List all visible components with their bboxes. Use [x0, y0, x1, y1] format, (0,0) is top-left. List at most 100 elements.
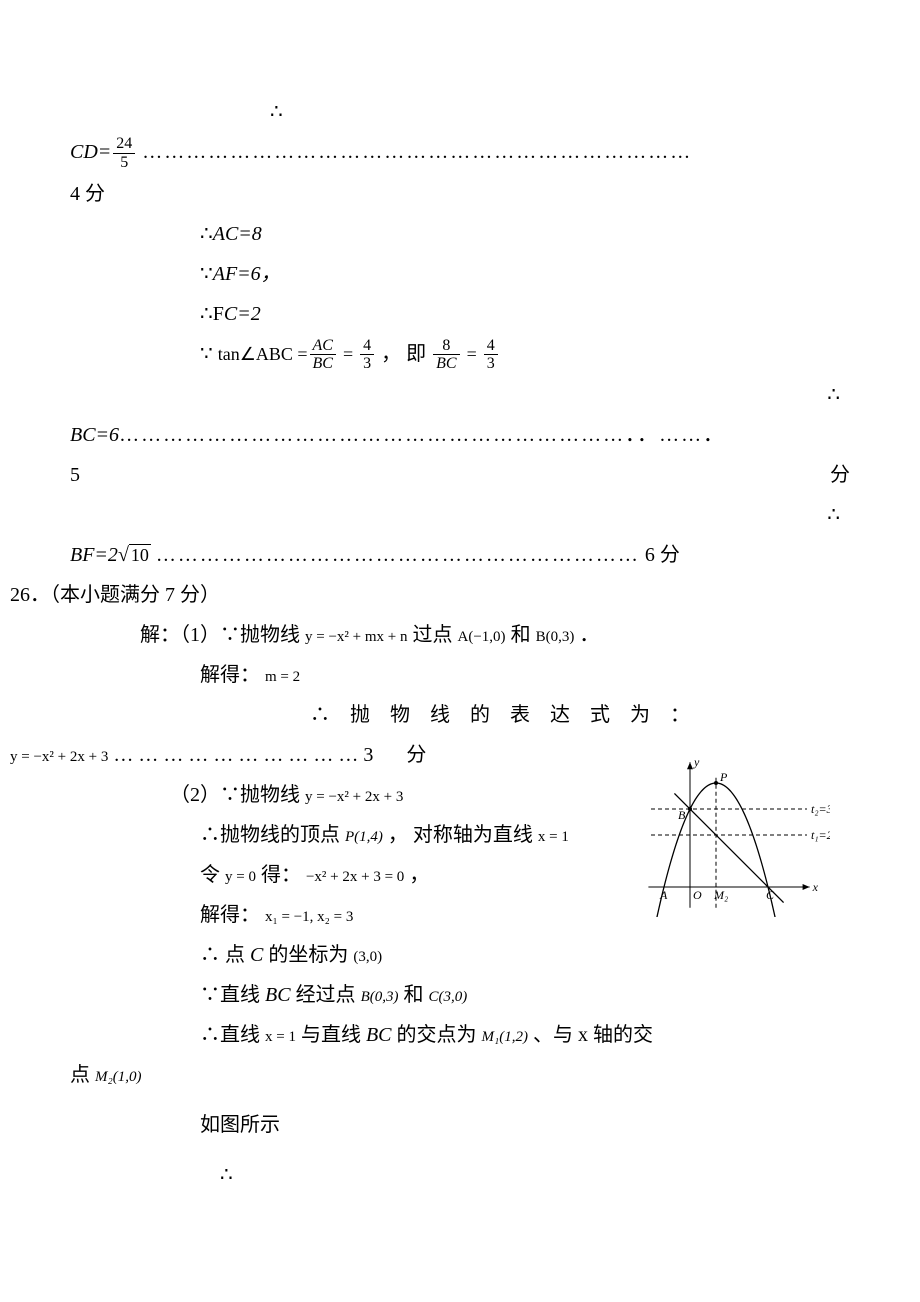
num: 8 — [433, 337, 459, 356]
num: 4 — [484, 337, 498, 356]
s11-c: 的交点为 — [397, 1024, 477, 1046]
s11-M1: M₁(1,2) — [482, 1029, 528, 1045]
s10-c: 和 — [403, 984, 423, 1006]
intersection-line: ∴直线 x = 1 与直线 BC 的交点为 M₁(1,2) 、与 x 轴的交 — [70, 1017, 850, 1053]
bf-eq: BF=2 — [70, 544, 118, 566]
score-text: 4 分 — [70, 183, 105, 205]
therefore-text: ∴ — [270, 101, 283, 123]
c-coord-line: ∴ 点 C 的坐标为 (3,0) — [70, 937, 850, 973]
svg-text:A: A — [659, 888, 668, 902]
s8-a: 解得： — [200, 904, 260, 926]
m2-line: 点 M₂(1,0) — [70, 1057, 850, 1093]
fraction: 43 — [360, 337, 374, 373]
s12-a: 点 — [70, 1064, 90, 1086]
s1-prefix: 解：（1）∵抛物线 — [140, 624, 300, 646]
fc-line: ∴FC=2 — [70, 296, 850, 332]
num: 4 — [360, 337, 374, 356]
leader-dots: ………………………………………………………………… — [142, 141, 692, 163]
den: 3 — [360, 355, 374, 373]
radicand: 10 — [129, 544, 151, 565]
therefore-f: ∴F — [200, 303, 224, 325]
parabola-diagram: yxPBAOM₂Ct₂=3t₁=2 — [620, 737, 830, 917]
s1-d: ． — [579, 624, 599, 646]
s1-b: 过点 — [413, 624, 453, 646]
s6-b: ， 对称轴为直线 — [388, 824, 533, 846]
equals: = — [343, 344, 353, 364]
ac-line: ∴AC=8 — [70, 216, 850, 252]
s7-eq1: y = 0 — [225, 869, 256, 885]
s1-A: A(−1,0) — [458, 629, 506, 645]
equals: = — [467, 344, 477, 364]
as-shown-line: 如图所示 — [70, 1107, 850, 1143]
cd-label: CD= — [70, 141, 111, 163]
s12-M2: M₂(1,0) — [95, 1069, 141, 1085]
s6-P: P(1,4) — [345, 829, 383, 845]
svg-text:M₂: M₂ — [713, 888, 728, 902]
s1-B: B(0,3) — [536, 629, 575, 645]
s6-eq: x = 1 — [538, 829, 569, 845]
bf-line: BF=2 10 ………………………………………………………… 6 分 — [70, 537, 850, 573]
svg-text:y: y — [693, 755, 700, 769]
parabola-expr-label: ∴抛物线的表达式为： — [70, 697, 850, 733]
svg-text:t₁=2: t₁=2 — [811, 828, 830, 842]
s11-d: 、与 x 轴的交 — [533, 1024, 653, 1046]
bc-through-line: ∵直线 BC 经过点 B(0,3) 和 C(3,0) — [70, 977, 850, 1013]
score-6: 6 分 — [645, 544, 680, 566]
s5-eq: y = −x² + 2x + 3 — [305, 789, 403, 805]
s10-B: B(0,3) — [361, 989, 399, 1005]
svg-text:P: P — [719, 770, 728, 784]
af-line: ∵AF=6， — [70, 256, 850, 292]
fraction: 43 — [484, 337, 498, 373]
fc-eq: C=2 — [224, 303, 261, 325]
expr-label: 抛物线的表达式为： — [350, 704, 710, 726]
mid-text: ， 即 — [381, 343, 426, 365]
therefore: ∴ — [827, 504, 840, 526]
den: BC — [433, 355, 459, 373]
s2-label: 解得： — [200, 664, 260, 686]
af-eq: AF=6， — [213, 263, 281, 285]
den: BC — [310, 355, 336, 373]
score-5-line: 5 分 — [70, 457, 850, 493]
s8-eq: x₁ = −1, x₂ = 3 — [265, 909, 353, 925]
tan-line: ∵ tan∠ABC =ACBC = 43 ， 即 8BC = 43 — [70, 336, 850, 374]
s9-coord: (3,0) — [353, 949, 382, 965]
cd-equation-line: CD=245 ………………………………………………………………… — [70, 134, 850, 172]
solve-m: 解得： m = 2 — [70, 657, 850, 693]
s11-a: ∴直线 — [200, 1024, 260, 1046]
num: AC — [310, 337, 336, 356]
svg-text:C: C — [766, 888, 775, 902]
sqrt: 10 — [118, 537, 151, 573]
s10-a: ∵直线 — [200, 984, 260, 1006]
s10-C2: C(3,0) — [428, 989, 467, 1005]
den: 3 — [484, 355, 498, 373]
s6-a: ∴抛物线的顶点 — [200, 824, 340, 846]
numerator: 24 — [113, 135, 135, 154]
s14-text: ∴ — [220, 1164, 233, 1186]
s1-c: 和 — [511, 624, 531, 646]
denominator: 5 — [113, 154, 135, 172]
s11-eq: x = 1 — [265, 1029, 296, 1045]
fen: 分 — [830, 457, 850, 493]
s1-eq: y = −x² + mx + n — [305, 629, 408, 645]
fraction: 245 — [113, 135, 135, 171]
final-therefore: ∴ — [70, 1157, 850, 1193]
fraction: ACBC — [310, 337, 336, 373]
s11-BC: BC — [366, 1024, 392, 1046]
svg-text:t₂=3: t₂=3 — [811, 802, 830, 816]
svg-text:B: B — [678, 808, 686, 822]
therefore-symbol: ∴ — [70, 94, 850, 130]
s7-a: 令 — [200, 864, 220, 886]
q26-title: 26．（本小题满分 7 分） — [10, 577, 850, 613]
s7-eq2: −x² + 2x + 3 = 0 — [306, 869, 404, 885]
s5-a: （2）∵抛物线 — [170, 784, 300, 806]
q26-text: 26．（本小题满分 7 分） — [10, 584, 220, 606]
s4-eq: y = −x² + 2x + 3 — [10, 749, 108, 765]
s7-c: ， — [409, 864, 429, 886]
s7-b: 得： — [261, 864, 301, 886]
therefore-right-2: ∴ — [70, 497, 850, 533]
s4-tail: 3 分 — [363, 744, 440, 766]
five: 5 — [70, 457, 80, 493]
document-page: ∴ CD=245 ………………………………………………………………… 4 分 ∴… — [0, 0, 920, 1257]
leader-dots: ………………………………………………………… — [156, 544, 640, 566]
score-4: 4 分 — [70, 176, 850, 212]
